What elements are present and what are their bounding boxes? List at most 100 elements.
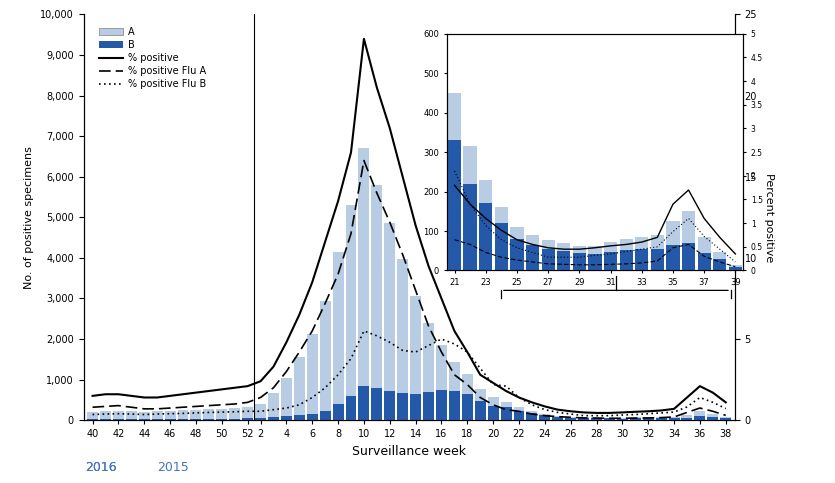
Bar bbox=[139, 419, 149, 420]
Bar bbox=[463, 184, 477, 270]
Bar bbox=[620, 239, 633, 270]
Bar bbox=[448, 93, 461, 270]
Bar bbox=[681, 415, 692, 420]
Bar bbox=[242, 408, 253, 420]
Bar bbox=[526, 413, 538, 420]
Y-axis label: Percent positive: Percent positive bbox=[764, 173, 774, 262]
Bar bbox=[397, 259, 408, 420]
Bar bbox=[655, 417, 666, 420]
Bar bbox=[410, 297, 421, 420]
Bar bbox=[190, 410, 201, 420]
Bar bbox=[729, 267, 742, 270]
Bar bbox=[87, 412, 98, 420]
Bar bbox=[510, 239, 524, 270]
Bar bbox=[721, 417, 731, 420]
Bar bbox=[589, 246, 601, 270]
Bar bbox=[494, 207, 508, 270]
Bar bbox=[294, 415, 305, 420]
Bar bbox=[695, 416, 706, 420]
Bar bbox=[488, 397, 498, 420]
Bar bbox=[573, 253, 586, 270]
Bar bbox=[604, 418, 615, 420]
Bar bbox=[449, 391, 460, 420]
Legend: A, B, % positive, % positive Flu A, % positive Flu B: A, B, % positive, % positive Flu A, % po… bbox=[95, 23, 210, 93]
Bar bbox=[591, 417, 602, 420]
Bar bbox=[635, 249, 648, 270]
Bar bbox=[681, 418, 692, 420]
Bar bbox=[320, 301, 331, 420]
Bar bbox=[697, 237, 711, 270]
Bar bbox=[358, 148, 369, 420]
Bar bbox=[475, 401, 486, 420]
Bar bbox=[630, 418, 640, 420]
Bar bbox=[139, 412, 149, 420]
Bar bbox=[126, 412, 137, 420]
Bar bbox=[488, 406, 498, 420]
Bar bbox=[617, 418, 628, 420]
Bar bbox=[372, 388, 382, 420]
Bar bbox=[255, 418, 266, 420]
Bar bbox=[436, 345, 447, 420]
Bar bbox=[216, 419, 227, 420]
Bar bbox=[229, 418, 240, 420]
Bar bbox=[617, 418, 628, 420]
Bar bbox=[126, 419, 137, 420]
Bar bbox=[526, 235, 539, 270]
Bar bbox=[462, 374, 473, 420]
Y-axis label: No. of positive specimens: No. of positive specimens bbox=[24, 146, 34, 289]
X-axis label: Surveillance week: Surveillance week bbox=[352, 445, 466, 458]
Bar bbox=[229, 408, 240, 420]
Bar bbox=[281, 416, 292, 420]
Text: 2016: 2016 bbox=[85, 461, 117, 474]
Bar bbox=[669, 416, 680, 420]
Bar bbox=[449, 362, 460, 420]
Bar bbox=[669, 418, 680, 420]
Bar bbox=[384, 223, 395, 420]
Bar bbox=[578, 417, 590, 420]
Text: 2016: 2016 bbox=[85, 461, 117, 474]
Bar bbox=[479, 180, 493, 270]
Bar bbox=[100, 419, 111, 420]
Bar bbox=[514, 412, 524, 420]
Bar bbox=[604, 242, 617, 270]
Bar bbox=[372, 185, 382, 420]
Bar bbox=[462, 394, 473, 420]
Bar bbox=[423, 323, 434, 420]
Bar bbox=[620, 250, 633, 270]
Bar bbox=[384, 391, 395, 420]
Bar bbox=[164, 419, 175, 420]
Bar bbox=[643, 417, 654, 420]
Bar bbox=[643, 418, 654, 420]
Bar bbox=[526, 411, 538, 420]
Bar bbox=[494, 223, 508, 270]
Bar bbox=[539, 415, 550, 420]
Bar bbox=[565, 416, 576, 420]
Bar bbox=[164, 411, 175, 420]
Bar bbox=[707, 417, 718, 420]
Bar bbox=[410, 394, 421, 420]
Bar bbox=[268, 417, 279, 420]
Bar bbox=[542, 249, 554, 270]
Bar bbox=[695, 412, 706, 420]
Bar bbox=[573, 246, 586, 270]
Bar bbox=[721, 418, 731, 420]
Bar bbox=[539, 414, 550, 420]
Bar bbox=[242, 418, 253, 420]
Bar bbox=[552, 416, 564, 420]
Bar bbox=[650, 249, 664, 270]
Bar bbox=[500, 402, 512, 420]
Bar bbox=[552, 417, 564, 420]
Bar bbox=[436, 390, 447, 420]
Bar bbox=[565, 418, 576, 420]
Bar bbox=[557, 251, 570, 270]
Bar bbox=[100, 412, 111, 420]
Text: 2015: 2015 bbox=[158, 461, 190, 474]
Bar bbox=[294, 356, 305, 420]
Bar bbox=[578, 418, 590, 420]
Bar bbox=[397, 393, 408, 420]
Bar bbox=[510, 227, 524, 270]
Bar bbox=[152, 412, 163, 420]
Bar bbox=[514, 408, 524, 420]
Bar bbox=[448, 140, 461, 270]
Bar bbox=[332, 252, 343, 420]
